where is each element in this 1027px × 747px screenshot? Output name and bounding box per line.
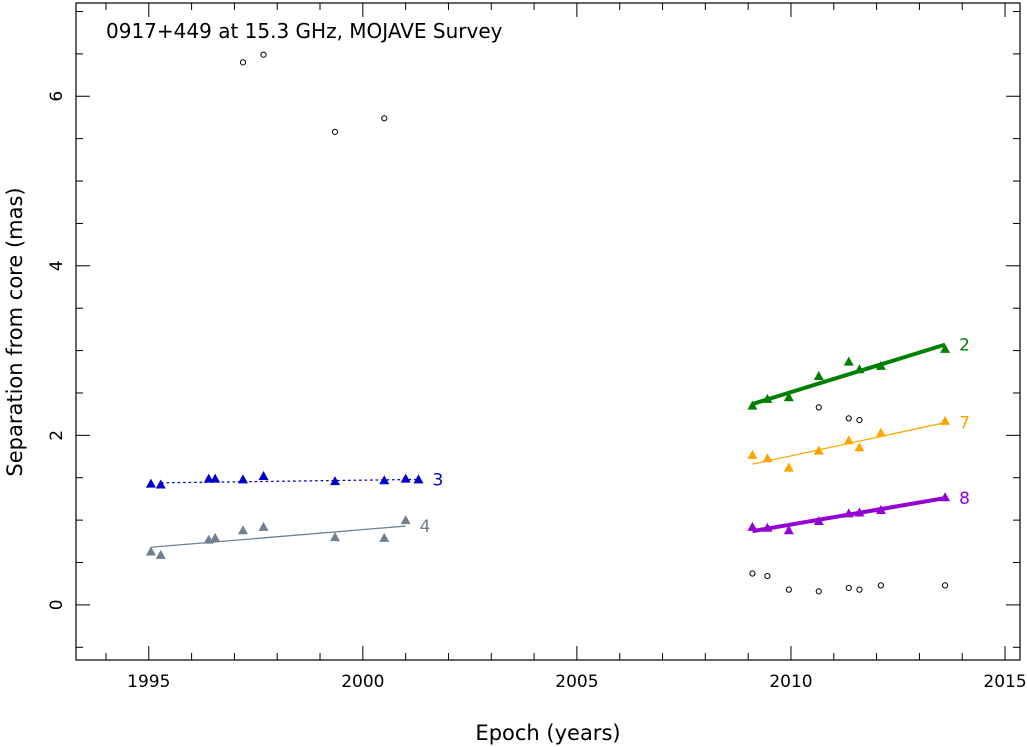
data-point-3 <box>258 471 269 481</box>
data-point-8 <box>783 525 794 535</box>
series-label-2: 2 <box>959 336 970 356</box>
data-point-7 <box>875 427 886 437</box>
data-point-unassigned <box>845 415 852 422</box>
data-point-7 <box>813 445 824 455</box>
data-point-7 <box>854 442 865 452</box>
data-point-7 <box>762 453 773 463</box>
data-point-2 <box>783 392 794 402</box>
data-point-4 <box>258 521 269 531</box>
chart-title: 0917+449 at 15.3 GHz, MOJAVE Survey <box>106 19 503 43</box>
x-axis-label: Epoch (years) <box>475 721 620 745</box>
fit-lines <box>150 342 946 548</box>
data-point-8 <box>854 507 865 517</box>
y-tick-label: 0 <box>47 599 67 610</box>
x-tick-label: 2000 <box>341 672 384 692</box>
series-label-4: 4 <box>420 517 431 537</box>
data-point-3 <box>145 478 156 488</box>
series-label-8: 8 <box>959 489 970 509</box>
data-point-2 <box>747 400 758 410</box>
data-point-3 <box>379 475 390 485</box>
data-point-unassigned <box>845 584 852 592</box>
data-point-8 <box>875 504 886 514</box>
x-tick-label: 1995 <box>127 672 170 692</box>
data-point-4 <box>330 532 341 542</box>
fit-line-4 <box>150 525 406 548</box>
plot-frame <box>75 2 1021 661</box>
data-point-3 <box>155 479 166 489</box>
data-point-2 <box>940 343 951 353</box>
y-tick-label: 4 <box>47 260 67 271</box>
data-point-unassigned <box>749 570 756 577</box>
series-labels: 2 7 8 3 4 <box>420 336 970 537</box>
y-axis-label: Separation from core (mas) <box>3 187 27 476</box>
series-label-3: 3 <box>432 470 443 490</box>
data-point-unassigned <box>260 51 267 58</box>
data-point-unassigned <box>815 588 822 595</box>
x-tick-label: 2010 <box>769 672 812 692</box>
data-point-2 <box>813 371 824 381</box>
data-point-2 <box>875 360 886 370</box>
data-point-unassigned <box>856 586 863 593</box>
series-label-7: 7 <box>959 414 970 434</box>
data-point-2 <box>843 356 854 366</box>
data-point-7 <box>843 435 854 445</box>
fit-line-2 <box>751 342 946 406</box>
data-point-3 <box>330 476 341 486</box>
data-point-4 <box>400 515 411 525</box>
data-point-8 <box>762 522 773 532</box>
x-tick-label: 2005 <box>555 672 598 692</box>
y-tick-label: 6 <box>47 91 67 102</box>
data-point-8 <box>940 492 951 502</box>
data-point-2 <box>762 393 773 403</box>
data-point-8 <box>747 521 758 531</box>
data-point-3 <box>237 474 248 484</box>
x-tick-label: 2015 <box>983 672 1026 692</box>
data-point-3 <box>400 473 411 483</box>
data-point-8 <box>813 515 824 525</box>
tick-labels: 1995 2000 2005 2010 2015 0 2 4 6 <box>47 91 1027 692</box>
data-point-unassigned <box>239 59 247 66</box>
data-point-unassigned <box>764 572 771 580</box>
data-point-4 <box>145 546 156 556</box>
data-point-unassigned <box>331 128 339 135</box>
data-point-4 <box>237 525 248 535</box>
fit-line-3 <box>160 478 420 484</box>
data-point-unassigned <box>856 416 863 424</box>
data-point-8 <box>843 508 854 518</box>
data-point-unassigned <box>785 586 792 593</box>
data-point-4 <box>210 532 221 542</box>
data-point-2 <box>854 364 865 374</box>
axis-ticks <box>76 3 1020 660</box>
data-point-4 <box>155 549 166 559</box>
data-point-7 <box>940 415 951 425</box>
data-point-unassigned <box>815 404 822 411</box>
data-point-unassigned <box>877 582 884 589</box>
data-point-3 <box>413 474 424 484</box>
data-point-4 <box>379 532 390 542</box>
data-point-3 <box>203 473 214 483</box>
data-points <box>145 51 951 595</box>
data-point-unassigned <box>381 115 388 122</box>
y-tick-label: 2 <box>47 430 67 441</box>
data-point-unassigned <box>941 582 949 589</box>
data-point-3 <box>210 473 221 483</box>
data-point-7 <box>783 462 794 472</box>
data-point-7 <box>747 449 758 459</box>
